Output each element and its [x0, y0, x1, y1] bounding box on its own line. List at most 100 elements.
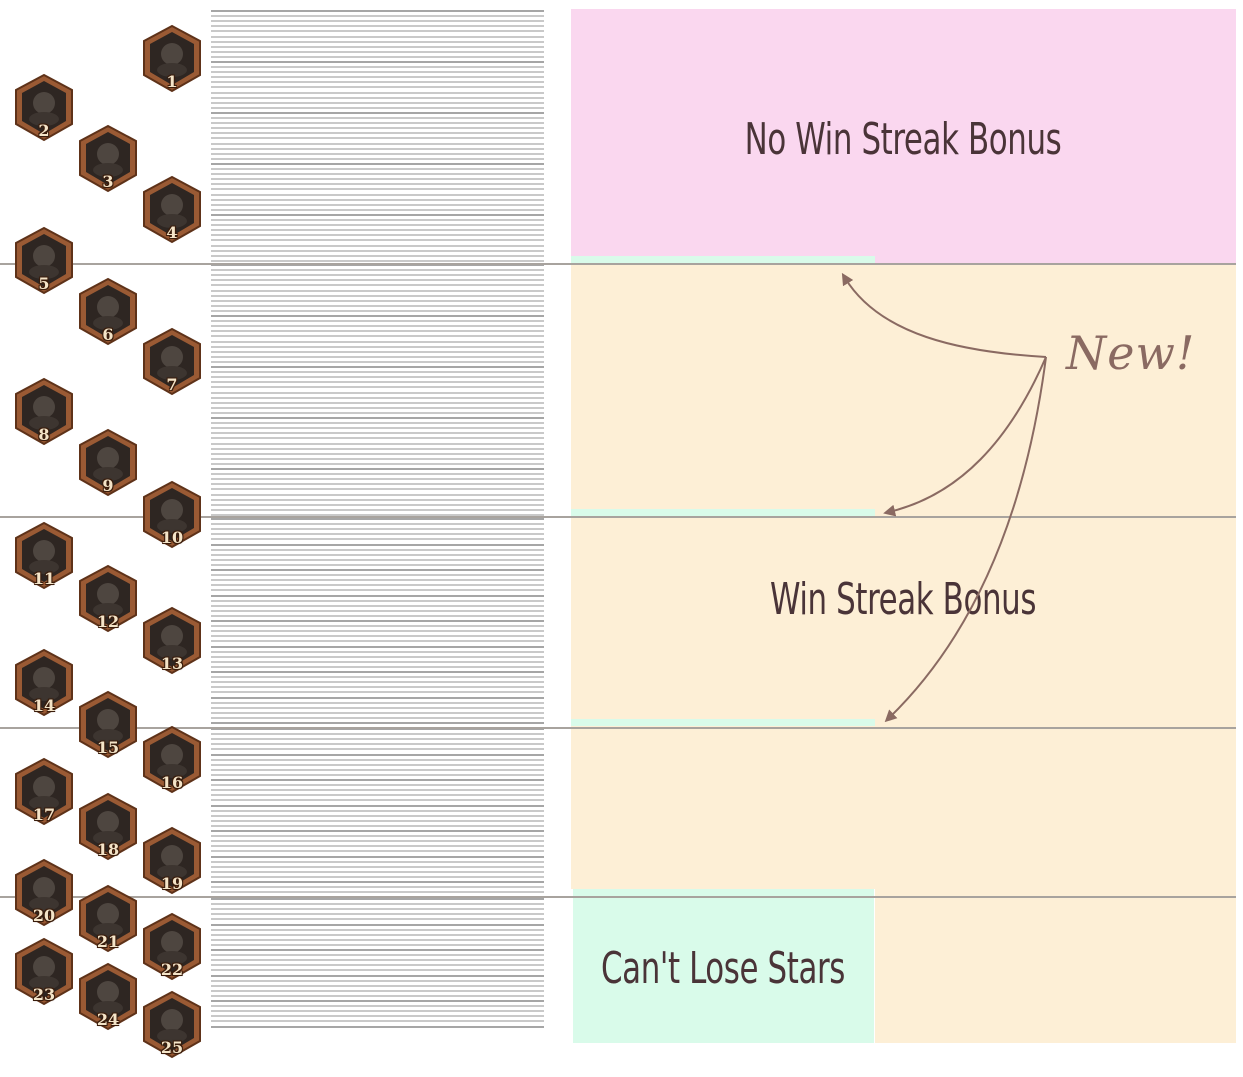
star-line [211, 137, 544, 139]
hexagon-rank-medal-icon [15, 937, 73, 1006]
tier-divider [0, 896, 1236, 898]
hexagon-rank-medal-icon [143, 990, 201, 1059]
star-line [211, 717, 544, 719]
star-line [211, 908, 544, 910]
rank-number: 6 [102, 325, 114, 344]
star-line [211, 188, 544, 190]
star-line [211, 886, 544, 888]
star-line [211, 671, 544, 673]
star-line [211, 194, 544, 196]
star-line [211, 305, 544, 307]
star-line [211, 980, 544, 982]
star-line [211, 443, 544, 445]
star-line [211, 499, 544, 501]
hexagon-rank-medal-icon [143, 327, 201, 396]
star-line [211, 402, 544, 404]
win-streak-zone-lower-right [875, 889, 1236, 1043]
star-line [211, 866, 544, 868]
star-line [211, 407, 544, 409]
star-line [211, 463, 544, 465]
star-line [211, 341, 544, 343]
rank-medal-5: 5 [13, 226, 75, 296]
no-win-streak-zone [571, 9, 1236, 265]
rank-medal-25: 25 [141, 990, 203, 1060]
star-line [211, 229, 544, 231]
star-line [211, 92, 544, 94]
rank-number: 21 [96, 932, 120, 951]
rank-medal-11: 11 [13, 521, 75, 591]
star-line [211, 1026, 544, 1028]
star-line [211, 437, 544, 439]
star-line [211, 544, 544, 546]
star-line [211, 432, 544, 434]
star-line [211, 376, 544, 378]
star-line [211, 71, 544, 73]
hexagon-rank-medal-icon [15, 226, 73, 295]
star-line [211, 990, 544, 992]
star-line [211, 856, 544, 858]
star-line [211, 651, 544, 653]
star-line [211, 891, 544, 893]
star-line [211, 861, 544, 863]
star-line [211, 728, 544, 730]
star-line [211, 764, 544, 766]
star-line [211, 117, 544, 119]
star-line [211, 488, 544, 490]
star-line [211, 574, 544, 576]
star-line [211, 448, 544, 450]
rank-number: 3 [102, 172, 114, 191]
rank-number: 10 [160, 528, 184, 547]
star-line [211, 656, 544, 658]
star-line [211, 279, 544, 281]
star-line [211, 579, 544, 581]
star-line [211, 245, 544, 247]
hexagon-rank-medal-icon [15, 377, 73, 446]
hexagon-rank-medal-icon [15, 757, 73, 826]
star-line [211, 523, 544, 525]
star-line [211, 284, 544, 286]
star-line [211, 934, 544, 936]
rank-medal-8: 8 [13, 377, 75, 447]
star-line [211, 224, 544, 226]
cant-lose-stars-label: Can't Lose Stars [601, 943, 845, 994]
star-line [211, 964, 544, 966]
star-line [211, 830, 544, 832]
star-line [211, 315, 544, 317]
star-line [211, 995, 544, 997]
hexagon-rank-medal-icon [143, 826, 201, 895]
rank-number: 9 [102, 476, 114, 495]
star-line [211, 549, 544, 551]
star-line [211, 918, 544, 920]
win-streak-zone [571, 265, 1236, 889]
star-line [211, 733, 544, 735]
star-line [211, 320, 544, 322]
star-line [211, 810, 544, 812]
star-line [211, 219, 544, 221]
rank-number: 4 [166, 223, 178, 242]
star-line [211, 600, 544, 602]
curved-arrow-icon [883, 356, 1047, 517]
star-line [211, 300, 544, 302]
rank-number: 14 [32, 696, 56, 715]
star-line [211, 61, 544, 63]
tier-divider [0, 516, 1236, 518]
star-line [211, 913, 544, 915]
star-line [211, 239, 544, 241]
star-line [211, 112, 544, 114]
star-line [211, 748, 544, 750]
star-line [211, 881, 544, 883]
star-line [211, 850, 544, 852]
star-line [211, 820, 544, 822]
hexagon-rank-medal-icon [143, 480, 201, 549]
star-line [211, 975, 544, 977]
star-line [211, 66, 544, 68]
star-line [211, 1015, 544, 1017]
star-line [211, 835, 544, 837]
star-line [211, 386, 544, 388]
star-line [211, 163, 544, 165]
star-line [211, 779, 544, 781]
star-line [211, 898, 544, 900]
star-line [211, 985, 544, 987]
star-line [211, 371, 544, 373]
star-line [211, 199, 544, 201]
